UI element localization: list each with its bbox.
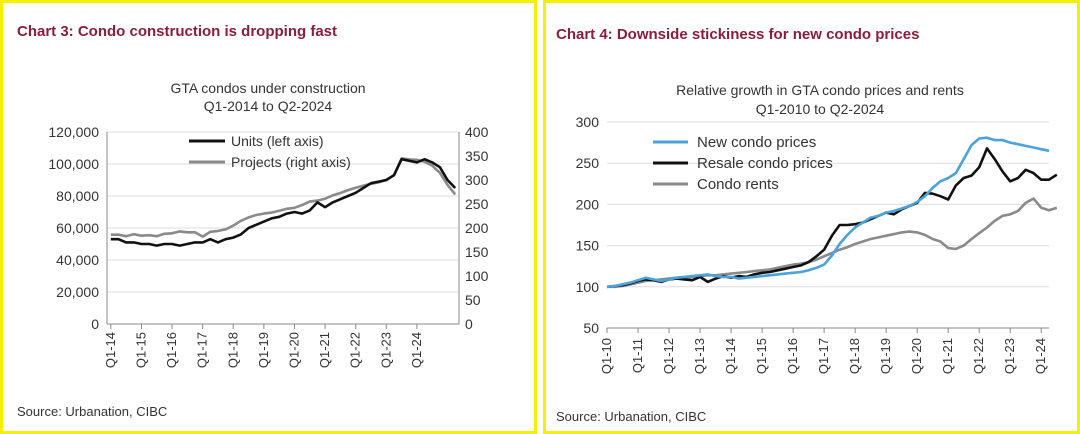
chart-4-x-tick: Q1-10 [599, 338, 614, 374]
chart-4-y-tick: 250 [576, 155, 600, 171]
chart-4-plot: Relative growth in GTA condo prices and … [576, 82, 1058, 374]
chart-3-y-right-tick: 400 [465, 124, 489, 140]
chart-3-y-right-tick: 200 [465, 220, 489, 236]
chart-4-legend-label: New condo prices [697, 134, 816, 151]
chart-3-y-right-tick: 250 [465, 196, 489, 212]
chart-4-x-tick: Q1-21 [940, 338, 955, 374]
chart-4-x-tick: Q1-24 [1033, 338, 1048, 374]
chart-3-series-line [110, 157, 457, 247]
chart-3-x-tick: Q1-20 [286, 332, 301, 368]
chart-3-x-tick: Q1-19 [256, 332, 271, 368]
chart-3-y-left-tick: 120,000 [48, 124, 99, 140]
chart-3-panel: Chart 3: Condo construction is dropping … [0, 0, 537, 434]
chart-4-y-tick: 200 [576, 196, 600, 212]
chart-3-y-left-tick: 100,000 [48, 156, 99, 172]
chart-4-source: Source: Urbanation, CIBC [556, 409, 707, 424]
chart-4-panel: Chart 4: Downside stickiness for new con… [543, 0, 1080, 434]
chart-3-legend-label: Projects (right axis) [231, 154, 351, 170]
chart-3-y-left-tick: 40,000 [56, 252, 99, 268]
chart-4-y-tick: 150 [576, 238, 600, 254]
chart-3-y-left-tick: 60,000 [56, 220, 99, 236]
chart-4-series-line [606, 147, 1058, 289]
chart-3-y-right-tick: 50 [465, 292, 481, 308]
chart-4-x-tick: Q1-13 [692, 338, 707, 374]
chart-3-x-tick: Q1-24 [409, 332, 424, 368]
chart-4-legend-label: Resale condo prices [697, 155, 833, 172]
chart-4-subtitle: Q1-2010 to Q2-2024 [756, 101, 885, 117]
chart-4-series-line [606, 136, 1050, 289]
chart-4-x-tick: Q1-18 [847, 338, 862, 374]
chart-3-legend-label: Units (left axis) [231, 133, 324, 149]
chart-3-x-tick: Q1-17 [195, 332, 210, 368]
chart-4-title: Relative growth in GTA condo prices and … [676, 82, 964, 98]
chart-4-x-tick: Q1-23 [1002, 338, 1017, 374]
chart-4-heading: Chart 4: Downside stickiness for new con… [556, 26, 920, 43]
chart-3-x-tick: Q1-23 [378, 332, 393, 368]
chart-4-x-tick: Q1-15 [754, 338, 769, 374]
chart-4-x-tick: Q1-20 [909, 338, 924, 374]
chart-4-x-tick: Q1-16 [785, 338, 800, 374]
chart-3-y-left-tick: 0 [91, 316, 99, 332]
chart-3-heading: Chart 3: Condo construction is dropping … [17, 23, 337, 40]
chart-3-y-right-tick: 300 [465, 172, 489, 188]
chart-3-y-right-tick: 0 [465, 316, 473, 332]
chart-4-x-tick: Q1-14 [723, 338, 738, 374]
chart-4-series-line [607, 197, 1058, 289]
chart-3-title: GTA condos under construction [170, 80, 365, 96]
chart-4-x-tick: Q1-12 [661, 338, 676, 374]
chart-4-legend-label: Condo rents [697, 176, 779, 193]
chart-3-x-tick: Q1-21 [317, 332, 332, 368]
chart-4-y-tick: 100 [576, 279, 600, 295]
chart-3-x-tick: Q1-16 [164, 332, 179, 368]
chart-4-x-tick: Q1-11 [630, 338, 645, 373]
chart-3-plot: GTA condos under construction Q1-2014 to … [48, 80, 489, 368]
chart-4-x-tick: Q1-22 [971, 338, 986, 374]
chart-3-x-tick: Q1-18 [225, 332, 240, 368]
chart-3-y-right-tick: 100 [465, 268, 489, 284]
chart-4-y-tick: 50 [583, 320, 599, 336]
chart-3-y-right-tick: 350 [465, 148, 489, 164]
chart-4-x-tick: Q1-19 [878, 338, 893, 374]
chart-3-source: Source: Urbanation, CIBC [17, 404, 168, 419]
chart-3-x-tick: Q1-22 [348, 332, 363, 368]
chart-3-x-tick: Q1-14 [103, 332, 118, 368]
chart-3-x-tick: Q1-15 [133, 332, 148, 368]
chart-3-y-left-tick: 80,000 [56, 188, 99, 204]
chart-3-subtitle: Q1-2014 to Q2-2024 [204, 98, 333, 114]
chart-3-y-left-tick: 20,000 [56, 284, 99, 300]
chart-3-series-line [110, 157, 457, 238]
chart-4-x-tick: Q1-17 [816, 338, 831, 374]
chart-3-y-right-tick: 150 [465, 244, 489, 260]
chart-4-y-tick: 300 [576, 114, 600, 130]
